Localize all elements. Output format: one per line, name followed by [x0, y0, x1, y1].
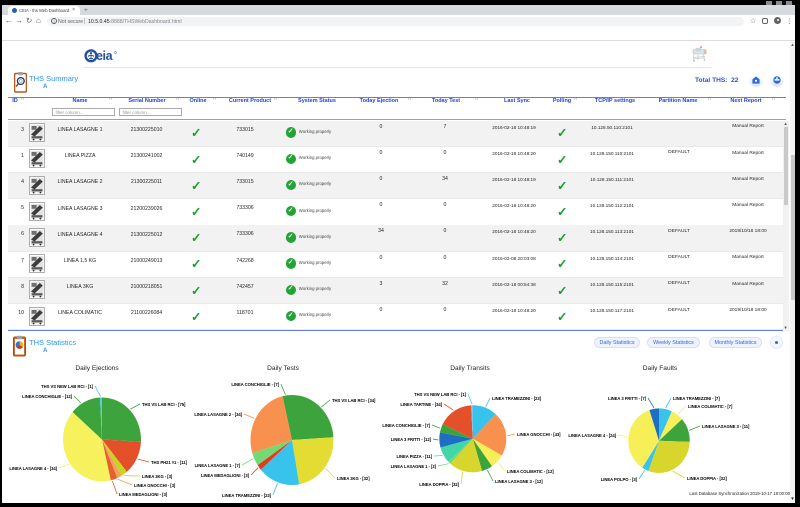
svg-text:LINEA LASAGNE 4 - [24]: LINEA LASAGNE 4 - [24]: [568, 433, 616, 438]
svg-text:LINEA LASAGNE 2 - [34]: LINEA LASAGNE 2 - [34]: [194, 412, 242, 417]
svg-text:LINEA LASAGNE 3 - [11]: LINEA LASAGNE 3 - [11]: [702, 424, 750, 429]
svg-text:THS PH21 #1 - [11]: THS PH21 #1 - [11]: [151, 460, 188, 465]
svg-text:LINEA POLPO - [3]: LINEA POLPO - [3]: [601, 477, 638, 482]
svg-text:LINEA TARTINE - [34]: LINEA TARTINE - [34]: [400, 402, 442, 407]
svg-text:LINEA MEDAGLIONI - [3]: LINEA MEDAGLIONI - [3]: [119, 492, 168, 497]
svg-text:LINEA TRAMEZZINI - [23]: LINEA TRAMEZZINI - [23]: [222, 493, 272, 498]
svg-text:LINEA TRAMEZZINI - [23]: LINEA TRAMEZZINI - [23]: [492, 396, 542, 401]
svg-text:THS VS LAB RCI - [75]: THS VS LAB RCI - [75]: [142, 402, 186, 407]
svg-text:THS VS LAB RCI - [34]: THS VS LAB RCI - [34]: [332, 398, 376, 403]
svg-text:LINEA CONCHIGLIE - [7]: LINEA CONCHIGLIE - [7]: [231, 382, 279, 387]
svg-text:LINEA 3 FRITTI - [7]: LINEA 3 FRITTI - [7]: [608, 396, 647, 401]
svg-text:LINEA MEDAGLIONI - [3]: LINEA MEDAGLIONI - [3]: [201, 473, 250, 478]
svg-text:LINEA TRAMEZZINI - [7]: LINEA TRAMEZZINI - [7]: [673, 396, 720, 401]
svg-text:LINEA 3KG - [32]: LINEA 3KG - [32]: [337, 476, 370, 481]
svg-text:LINEA CONCHIGLIE - [7]: LINEA CONCHIGLIE - [7]: [382, 423, 430, 428]
svg-text:LINEA LASAGNE 1 - [2]: LINEA LASAGNE 1 - [2]: [391, 464, 437, 469]
svg-text:eia: eia: [96, 49, 114, 63]
svg-text:LINEA DOPPIA - [32]: LINEA DOPPIA - [32]: [419, 482, 459, 487]
svg-text:THS VS NEW LAB RCI - [1]: THS VS NEW LAB RCI - [1]: [41, 384, 93, 389]
svg-text:LINEA CONCHIGLIE - [12]: LINEA CONCHIGLIE - [12]: [22, 394, 73, 399]
svg-text:THS VS NEW LAB RCI - [1]: THS VS NEW LAB RCI - [1]: [414, 392, 466, 397]
svg-text:LINEA GNOCCHI - [3]: LINEA GNOCCHI - [3]: [134, 483, 176, 488]
svg-text:LINEA DOPPIA - [32]: LINEA DOPPIA - [32]: [687, 476, 727, 481]
svg-text:LINEA LASAGNE 1 - [7]: LINEA LASAGNE 1 - [7]: [195, 463, 241, 468]
svg-text:LINEA PIZZA - [11]: LINEA PIZZA - [11]: [396, 454, 432, 459]
svg-text:LINEA LASAGNE 3 - [12]: LINEA LASAGNE 3 - [12]: [495, 479, 543, 484]
svg-text:LINEA GNOCCHI - [43]: LINEA GNOCCHI - [43]: [517, 432, 561, 437]
svg-text:LINEA COLIMATIC - [7]: LINEA COLIMATIC - [7]: [688, 404, 733, 409]
svg-text:LINEA COLIMATIC - [12]: LINEA COLIMATIC - [12]: [507, 469, 554, 474]
svg-text:LINEA LASAGNE 4 - [34]: LINEA LASAGNE 4 - [34]: [9, 466, 57, 471]
svg-text:LINEA 3KG - [3]: LINEA 3KG - [3]: [142, 474, 173, 479]
svg-text:LINEA 3 FRITTI - [12]: LINEA 3 FRITTI - [12]: [391, 437, 432, 442]
